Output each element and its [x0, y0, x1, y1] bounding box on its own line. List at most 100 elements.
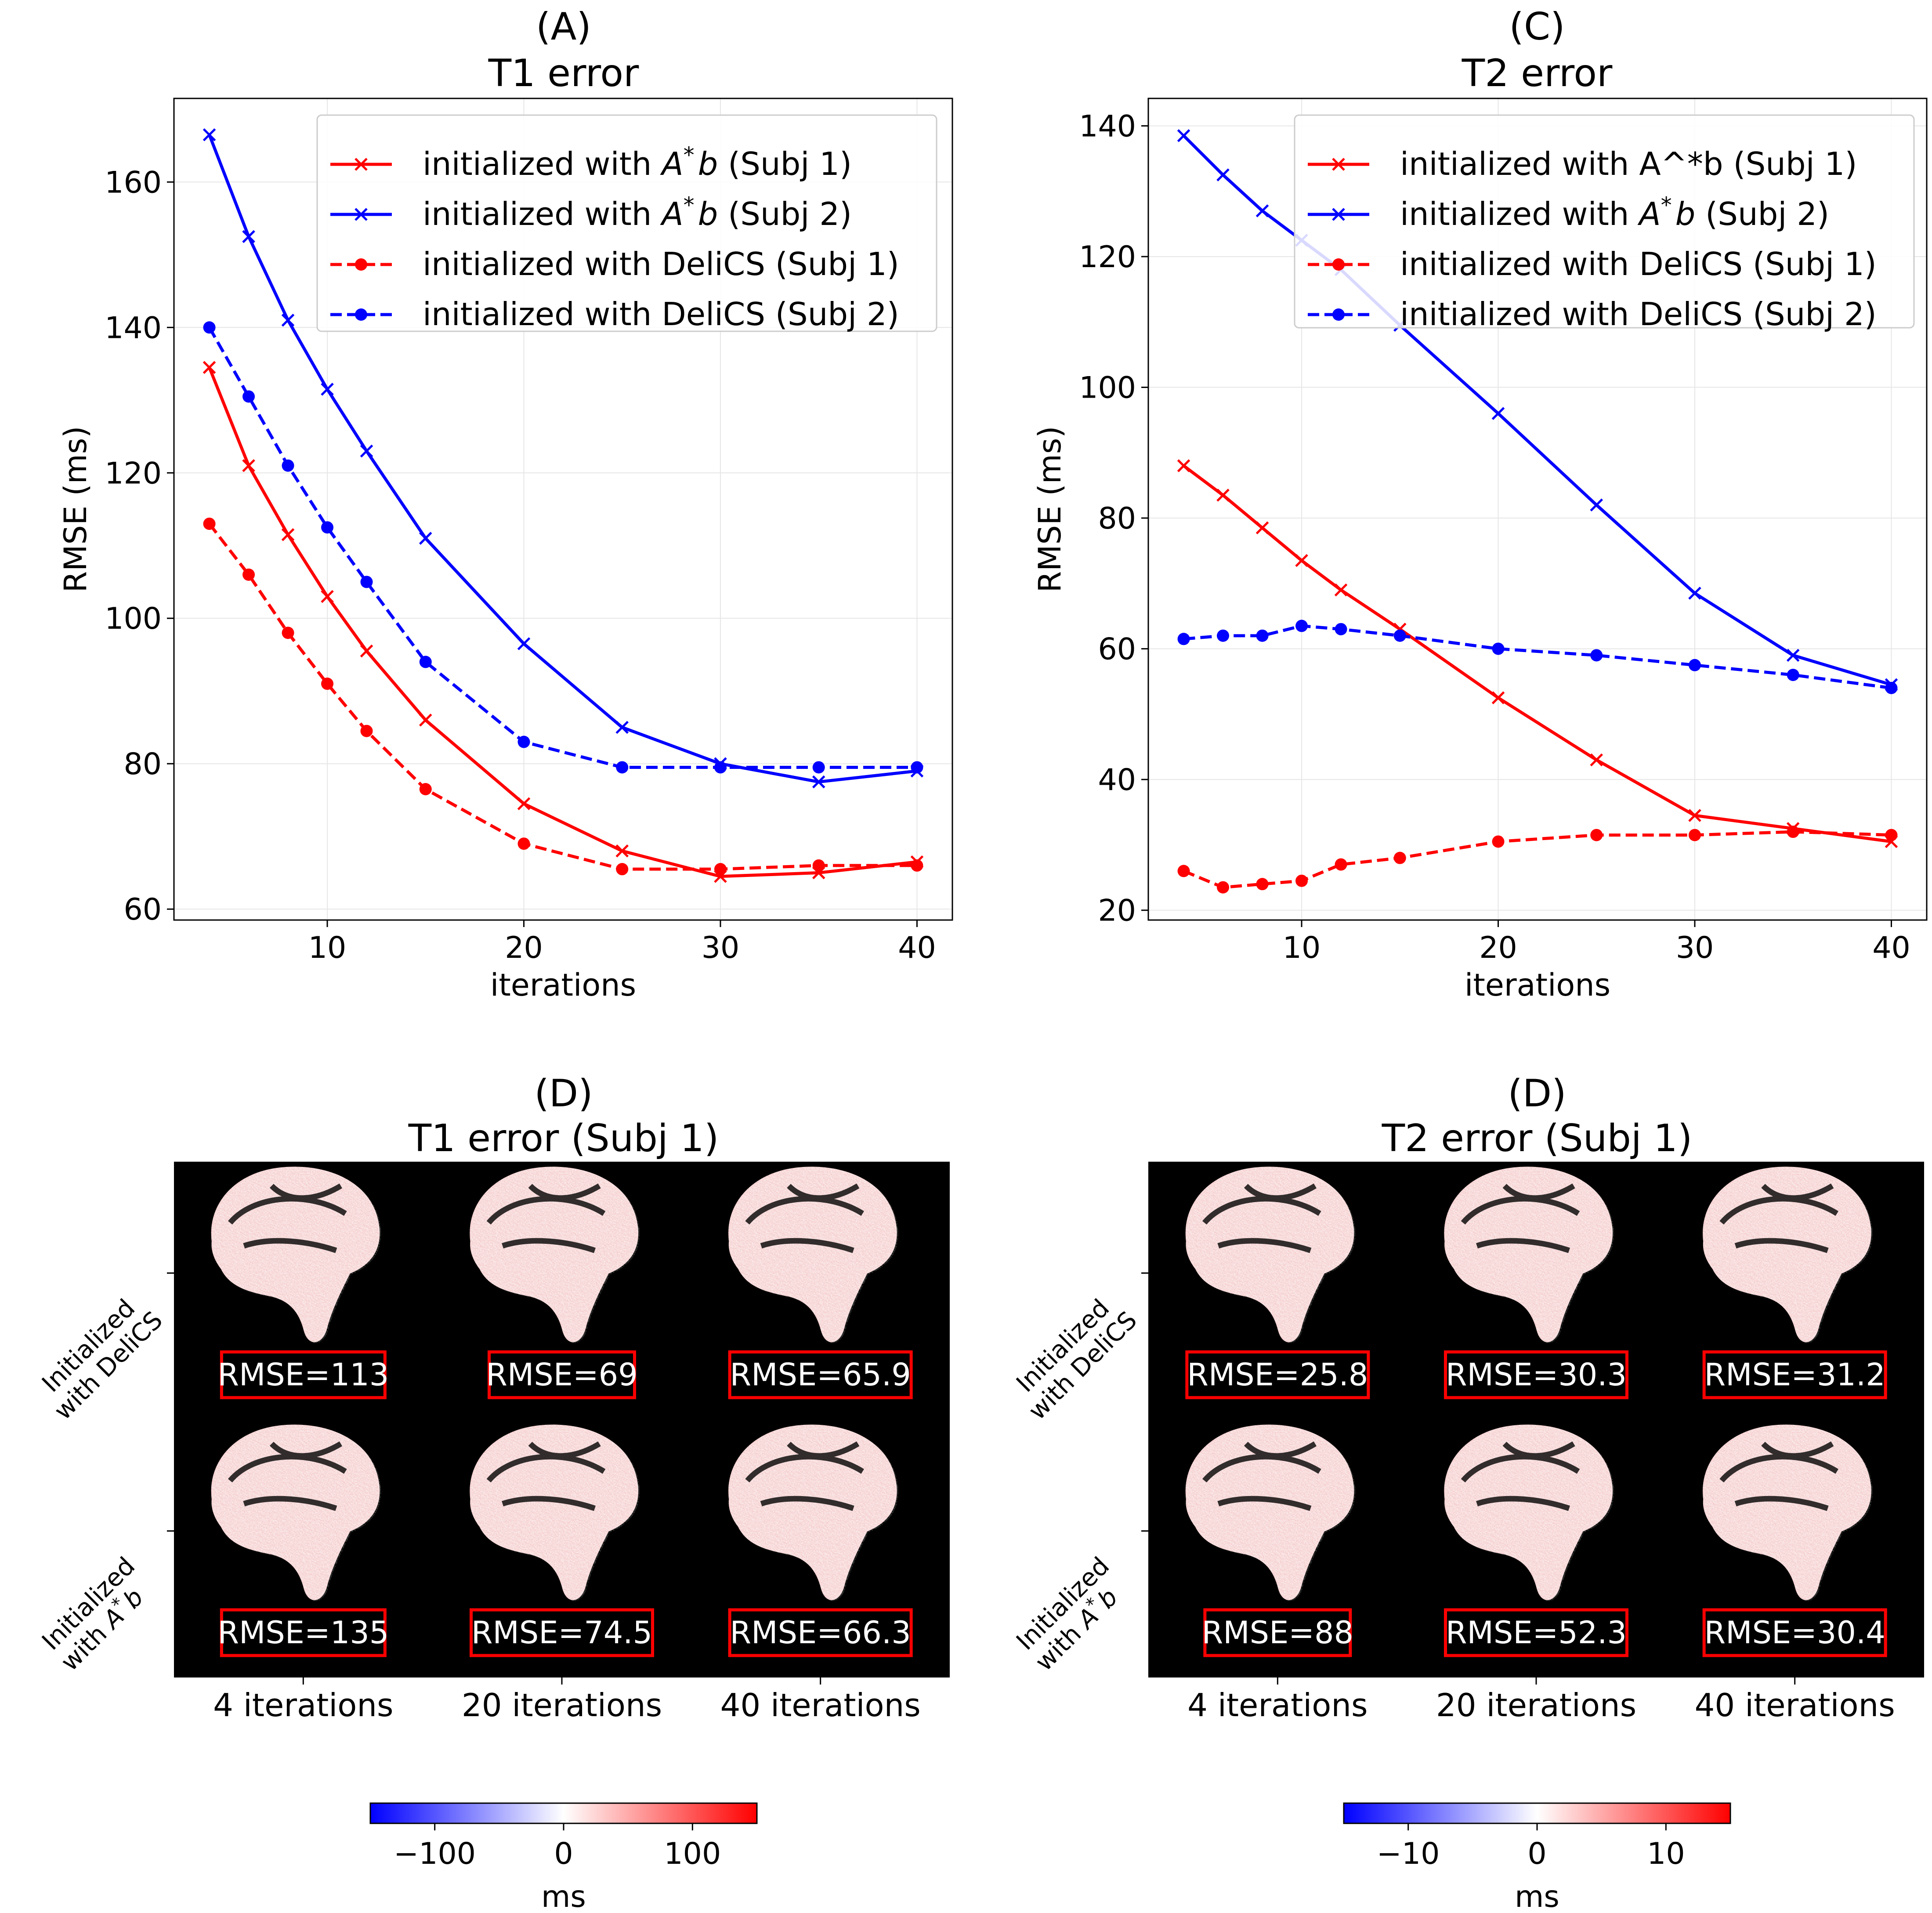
rmse-label-text: RMSE=69: [486, 1357, 637, 1393]
row-label: Initializedwith DeliCS: [29, 1286, 168, 1425]
panel-a-t1-error-chart: (A) T1 error 10 20 30 40 60 80 100 120 140 160 i…: [58, 5, 953, 1003]
rmse-label: RMSE=88: [1202, 1608, 1353, 1657]
data-point: [321, 383, 334, 396]
rmse-label: RMSE=65.9: [728, 1350, 913, 1399]
legend-marker: [1332, 208, 1345, 221]
panel-c-y-axis-label: RMSE (ms): [1032, 426, 1068, 592]
brain-sulci: [745, 1441, 865, 1511]
panel-a-x-axis-label: iterations: [490, 967, 636, 1003]
y-tick-label: 120: [105, 456, 162, 491]
data-point: [616, 863, 629, 876]
data-point: [1491, 407, 1505, 420]
y-tick-label: 40: [1098, 763, 1136, 797]
legend-marker: [1332, 258, 1345, 271]
rmse-label-text: RMSE=74.5: [471, 1615, 652, 1651]
data-point: [419, 783, 432, 796]
colorbar-tick-label: 0: [1527, 1837, 1546, 1871]
panel-d-t1-error-maps: (D)T1 error (Subj 1) RMSE=113 RMSE=69 RMSE=…: [29, 1072, 950, 1913]
col-label: 20 iterations: [1436, 1687, 1636, 1724]
data-point: [360, 444, 373, 458]
colorbar-tick-label: −100: [394, 1837, 476, 1871]
data-point: [1255, 521, 1269, 535]
panel-c-legend: initialized with A^*b (Subj 1) initialize…: [1294, 114, 1915, 333]
data-point: [1688, 587, 1701, 600]
brain-sulci: [1202, 1183, 1321, 1253]
y-tick-label: 60: [1098, 632, 1136, 667]
brain-error-map: [1444, 1424, 1614, 1601]
data-point: [419, 714, 432, 727]
brain-error-map: [1444, 1167, 1614, 1343]
legend-entry: initialized with A* b (Subj 2): [1400, 192, 1829, 232]
brain-sulci: [1719, 1441, 1839, 1511]
rmse-label: RMSE=74.5: [470, 1608, 654, 1657]
rmse-label-text: RMSE=25.8: [1187, 1357, 1368, 1393]
data-point: [517, 797, 531, 810]
x-tick-label: 40: [1872, 931, 1910, 965]
data-point: [1256, 878, 1269, 891]
panel-letter: (D): [1508, 1072, 1566, 1116]
colorbar-tick-label: −10: [1377, 1837, 1440, 1871]
rmse-label-text: RMSE=30.3: [1446, 1357, 1627, 1393]
row-label: Initializedwith DeliCS: [1003, 1286, 1143, 1425]
rmse-label-box: [1185, 1350, 1370, 1399]
data-point: [281, 528, 295, 541]
data-point: [1590, 649, 1603, 662]
panel-c-letter: (C): [1509, 5, 1565, 49]
colorbar-label: ms: [1515, 1880, 1559, 1913]
rmse-label: RMSE=52.3: [1444, 1608, 1628, 1657]
panel-letter: (D): [534, 1072, 593, 1116]
data-point: [1177, 633, 1190, 645]
y-tick-label: 20: [1098, 894, 1136, 928]
brain-error-map: [728, 1167, 898, 1343]
rmse-label-box: [1444, 1608, 1628, 1657]
brain-error-map: [1185, 1424, 1356, 1601]
data-point: [812, 761, 825, 774]
panel-a-series: [203, 128, 924, 883]
data-point: [1216, 168, 1230, 181]
series-line-4: [208, 326, 917, 769]
panel-c-series: [1177, 129, 1898, 894]
y-tick-label: 100: [1079, 371, 1136, 406]
data-point: [1217, 881, 1230, 894]
legend-box: [1294, 114, 1915, 329]
data-point: [812, 859, 825, 872]
data-point: [1491, 691, 1505, 704]
series-line-4: [1183, 624, 1892, 690]
colorbar-tick-label: 10: [1647, 1837, 1685, 1871]
data-point: [1216, 489, 1230, 502]
data-point: [1177, 459, 1190, 472]
data-point: [615, 844, 629, 858]
series-line-3: [1183, 830, 1892, 889]
data-point: [1787, 826, 1799, 838]
data-point: [1492, 835, 1505, 848]
brain-sulci: [1719, 1183, 1839, 1253]
data-point: [1335, 858, 1347, 871]
data-point: [615, 721, 629, 734]
data-point: [1688, 659, 1701, 671]
brain-sulci: [228, 1183, 347, 1253]
panel-c-x-axis-label: iterations: [1465, 967, 1610, 1003]
data-point: [1295, 874, 1308, 887]
data-point: [517, 837, 530, 850]
brain-sulci: [486, 1183, 606, 1253]
data-point: [1590, 753, 1603, 767]
brain-error-map: [1703, 1424, 1873, 1601]
data-point: [714, 863, 727, 876]
panel-c-x-ticks: 10 20 30 40: [1283, 920, 1910, 965]
panel-c-axes-frame: [1147, 98, 1928, 921]
data-point: [242, 230, 255, 243]
data-point: [1295, 554, 1308, 567]
rmse-label-text: RMSE=88: [1202, 1615, 1353, 1651]
data-point: [360, 576, 373, 588]
rmse-label-box: [470, 1608, 654, 1657]
rmse-label-box: [220, 1608, 387, 1657]
rmse-label: RMSE=135: [217, 1608, 389, 1657]
panel-a-axes-frame: [173, 98, 953, 921]
data-point: [282, 627, 294, 639]
data-point: [1688, 809, 1701, 822]
data-point: [1885, 829, 1898, 841]
legend-box: [316, 114, 937, 332]
legend-entry: initialized with DeliCS (Subj 1): [423, 246, 899, 283]
x-tick-label: 10: [308, 931, 347, 965]
data-point: [1177, 129, 1190, 142]
